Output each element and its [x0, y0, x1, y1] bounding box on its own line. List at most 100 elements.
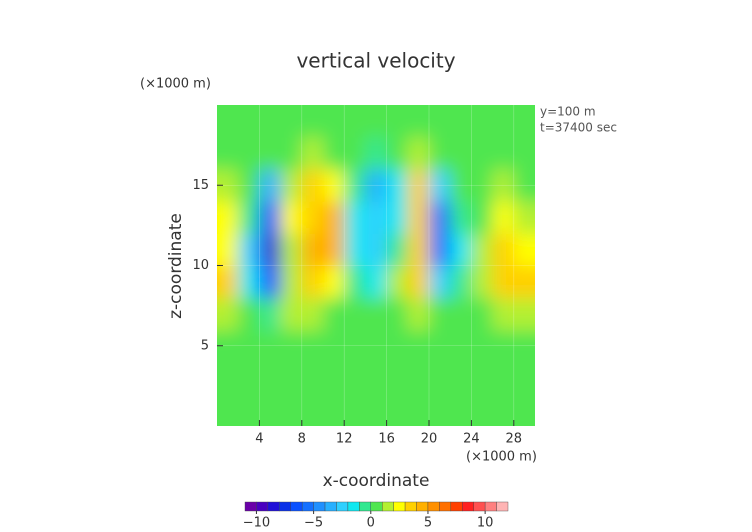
- cell: [429, 329, 451, 363]
- cell: [344, 393, 366, 426]
- cell: [471, 169, 494, 202]
- cell: [471, 329, 494, 363]
- cell: [323, 361, 345, 395]
- colorbar-swatch: [359, 501, 371, 512]
- colorbar-tick-label: −5: [304, 516, 323, 531]
- cell: [238, 201, 260, 234]
- cell: [217, 201, 239, 234]
- cell: [386, 329, 409, 363]
- cell: [492, 393, 515, 426]
- x-axis-label: x-coordinate: [323, 471, 430, 491]
- cell: [365, 361, 388, 395]
- cell: [344, 105, 366, 138]
- cell: [492, 329, 515, 363]
- cell: [450, 137, 472, 170]
- cell: [450, 329, 472, 363]
- cell: [386, 137, 409, 170]
- cell: [429, 137, 451, 170]
- cell: [513, 233, 535, 266]
- cell: [513, 201, 535, 234]
- cell: [513, 169, 535, 202]
- cell: [492, 137, 515, 170]
- cell: [471, 233, 494, 266]
- colorbar-swatch: [313, 501, 326, 512]
- cell: [238, 265, 260, 299]
- cell: [429, 393, 451, 426]
- cell: [407, 137, 430, 170]
- cell: [429, 233, 451, 266]
- cell: [365, 201, 388, 234]
- cell: [280, 233, 303, 266]
- cell: [280, 169, 303, 202]
- cell: [492, 169, 515, 202]
- colorbar-tick-label: 10: [477, 516, 494, 531]
- cell: [407, 265, 430, 299]
- colorbar-swatch: [462, 501, 474, 512]
- x-tick-label: 20: [421, 432, 438, 447]
- colorbar-swatch: [279, 501, 291, 512]
- cell: [407, 169, 430, 202]
- colorbar-swatch: [324, 501, 337, 512]
- cell: [492, 297, 515, 331]
- colorbar-swatch: [290, 501, 303, 512]
- cell: [407, 105, 430, 138]
- cell: [217, 233, 239, 266]
- cell: [386, 169, 409, 202]
- colorbar-swatch: [256, 501, 269, 512]
- cell: [365, 105, 388, 138]
- colorbar-swatch: [347, 501, 360, 512]
- cell: [429, 265, 451, 299]
- cell: [238, 329, 260, 363]
- cell: [344, 169, 366, 202]
- cell: [217, 393, 239, 426]
- x-tick-label: 24: [463, 432, 480, 447]
- cell: [301, 137, 324, 170]
- cell: [492, 265, 515, 299]
- cell: [450, 169, 472, 202]
- cell: [323, 105, 345, 138]
- x-unit: (×1000 m): [466, 450, 537, 465]
- cell: [471, 297, 494, 331]
- cell: [301, 265, 324, 299]
- cells: [217, 105, 535, 426]
- cell: [301, 201, 324, 234]
- cell: [386, 233, 409, 266]
- colorbar-swatch: [393, 501, 406, 512]
- cell: [513, 393, 535, 426]
- cell: [386, 201, 409, 234]
- cell: [407, 297, 430, 331]
- colorbar-swatch: [439, 501, 452, 512]
- cell: [259, 137, 282, 170]
- chart-title: vertical velocity: [296, 49, 455, 73]
- colorbar-swatch: [473, 501, 486, 512]
- cell: [301, 169, 324, 202]
- cell: [280, 361, 303, 395]
- cell: [450, 201, 472, 234]
- cell: [344, 265, 366, 299]
- cell: [407, 361, 430, 395]
- y-axis-label: z-coordinate: [166, 213, 186, 319]
- colorbar-swatch: [244, 501, 257, 512]
- cell: [344, 297, 366, 331]
- colorbar-swatch: [301, 501, 314, 512]
- cell: [259, 297, 282, 331]
- x-tick-label: 12: [336, 432, 353, 447]
- cell: [450, 297, 472, 331]
- colorbar-swatch: [496, 501, 509, 512]
- colorbar-swatch: [427, 501, 440, 512]
- cell: [323, 137, 345, 170]
- cell: [259, 201, 282, 234]
- cell: [238, 393, 260, 426]
- cell: [280, 137, 303, 170]
- annotation: t=37400 sec: [540, 121, 617, 135]
- cell: [407, 329, 430, 363]
- x-tick-label: 8: [298, 432, 306, 447]
- cell: [450, 265, 472, 299]
- cell: [280, 393, 303, 426]
- cell: [259, 233, 282, 266]
- cell: [365, 169, 388, 202]
- cell: [513, 105, 535, 138]
- cell: [323, 297, 345, 331]
- colorbar-swatch: [404, 501, 417, 512]
